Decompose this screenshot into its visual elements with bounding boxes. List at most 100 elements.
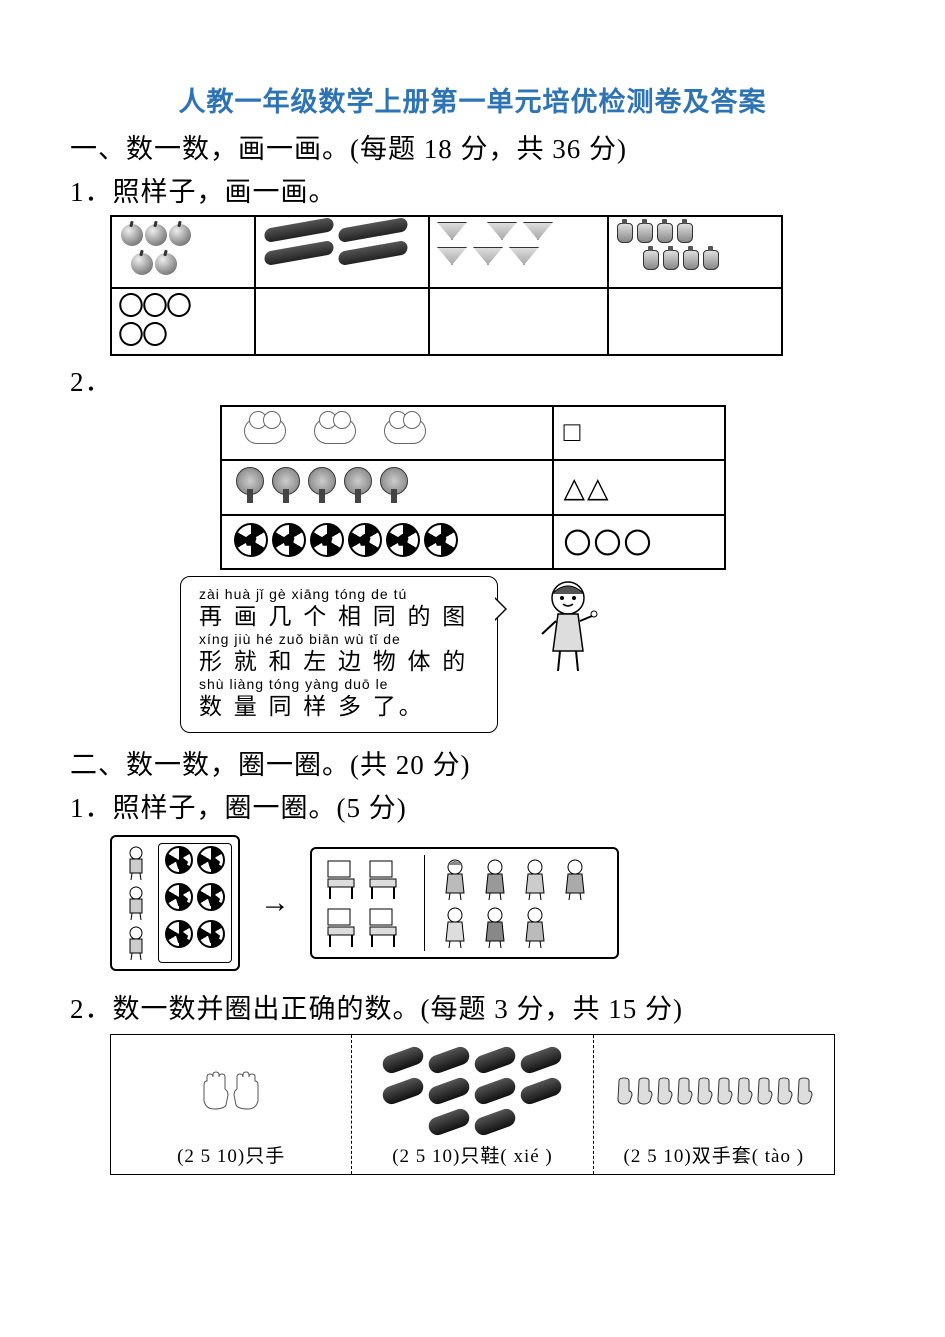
pepper-icon [615, 221, 635, 243]
hanzi-line: 数 量 同 样 多 了。 [199, 693, 479, 721]
pepper-icon [661, 248, 681, 270]
blank-answer [608, 288, 782, 355]
soccer-ball-icon [348, 523, 382, 557]
circle-row: 〇〇〇 [118, 293, 248, 322]
child-icon [437, 905, 473, 949]
child-icon [122, 925, 150, 961]
cell-gloves: (2 5 10)双手套( tào ) [594, 1035, 834, 1174]
q1-table: 〇〇〇 〇〇 [110, 215, 783, 356]
worksheet-page: 人教一年级数学上册第一单元培优检测卷及答案 一、数一数，画一画。(每题 18 分… [0, 0, 945, 1215]
soccer-ball-icon [197, 920, 225, 948]
apple-icon [131, 253, 153, 275]
kids-column-right [433, 855, 611, 951]
pepper-icon [675, 221, 695, 243]
glove-icon [774, 1077, 794, 1105]
cell-peppers [608, 216, 782, 288]
glove-icon [714, 1077, 734, 1105]
child-icon [557, 857, 593, 901]
cell-cucumbers [255, 216, 429, 288]
shoe-icon [473, 1107, 519, 1138]
cell-circles: 〇〇〇 [553, 515, 725, 569]
q2-row-clouds: □ [221, 406, 725, 460]
cucumber-icon [338, 217, 408, 243]
cloud-icon [244, 418, 286, 444]
q2-row-balls: 〇〇〇 [221, 515, 725, 569]
soccer-ball-icon [272, 523, 306, 557]
cucumber-icon [264, 240, 334, 266]
apple-icon [169, 224, 191, 246]
child-icon [477, 857, 513, 901]
child-icon [437, 857, 473, 901]
q2-label: 2． [70, 360, 875, 399]
shoe-icon [381, 1075, 427, 1106]
pepper-icon [655, 221, 675, 243]
child-icon [122, 845, 150, 881]
glove-icon [614, 1077, 634, 1105]
page-title: 人教一年级数学上册第一单元培优检测卷及答案 [70, 80, 875, 119]
soccer-ball-icon [424, 523, 458, 557]
balls-column-circled [158, 843, 232, 963]
shoe-icon [427, 1107, 473, 1138]
pinyin-line: xíng jiù hé zuǒ biān wù tǐ de [199, 632, 479, 647]
hands-area [119, 1045, 343, 1137]
watermelon-icon [437, 247, 467, 265]
speech-bubble: zài huà jǐ gè xiāng tóng de tú 再 画 几 个 相… [180, 576, 498, 733]
child-icon [517, 905, 553, 949]
arrow-icon: → [260, 886, 290, 920]
chair-icon [364, 857, 402, 901]
cloud-icon [384, 418, 426, 444]
soccer-ball-icon [165, 883, 193, 911]
cell-triangles: △△ [553, 460, 725, 515]
glove-icon [634, 1077, 654, 1105]
cell-trees [221, 460, 553, 515]
q1-row-answers: 〇〇〇 〇〇 [111, 288, 782, 355]
section-2-heading: 二、数一数，圈一圈。(共 20 分) [70, 743, 875, 782]
speech-bubble-wrap: zài huà jǐ gè xiāng tóng de tú 再 画 几 个 相… [180, 576, 875, 733]
s2-q1-label: 1．照样子，圈一圈。(5 分) [70, 786, 875, 825]
tree-icon [270, 467, 302, 503]
glove-icon [674, 1077, 694, 1105]
watermelon-icon [487, 222, 517, 240]
q2-row-trees: △△ [221, 460, 725, 515]
pepper-icon [635, 221, 655, 243]
hanzi-line: 再 画 几 个 相 同 的 图 [199, 603, 479, 631]
apple-icon [155, 253, 177, 275]
right-box [310, 847, 619, 959]
watermelon-icon [509, 247, 539, 265]
pepper-icon [701, 248, 721, 270]
chair-icon [364, 905, 402, 949]
circle-row: 〇〇 [118, 322, 248, 351]
shoe-icon [473, 1075, 519, 1106]
s2-q2-label: 2．数一数并圈出正确的数。(每题 3 分，共 15 分) [70, 987, 875, 1026]
soccer-ball-icon [165, 846, 193, 874]
cucumber-icon [338, 240, 408, 266]
watermelon-icon [437, 222, 467, 240]
tree-icon [342, 467, 374, 503]
chairs-column [318, 855, 416, 951]
pinyin-line: shù liàng tóng yàng duō le [199, 677, 479, 692]
soccer-ball-icon [386, 523, 420, 557]
cloud-icon [314, 418, 356, 444]
hand-icon [232, 1071, 266, 1111]
cell-clouds [221, 406, 553, 460]
shoe-icon [381, 1044, 427, 1075]
example-answer: 〇〇〇 〇〇 [111, 288, 255, 355]
match-example-row: → [110, 835, 875, 971]
pinyin-line: zài huà jǐ gè xiāng tóng de tú [199, 587, 479, 602]
tree-icon [234, 467, 266, 503]
glove-icon [794, 1077, 814, 1105]
apple-icon [121, 224, 143, 246]
pepper-icon [641, 248, 661, 270]
cell-watermelons [429, 216, 608, 288]
count-circle-table: (2 5 10)只手 (2 5 10)只鞋( xié ) (2 [110, 1034, 835, 1175]
glove-icon [734, 1077, 754, 1105]
child-icon [477, 905, 513, 949]
cell-hands: (2 5 10)只手 [111, 1035, 352, 1174]
cell-apples [111, 216, 255, 288]
chair-icon [322, 905, 360, 949]
q1-label: 1．照样子，画一画。 [70, 170, 875, 209]
shoe-icon [519, 1075, 565, 1106]
q2-table: □ △△ 〇〇〇 [220, 405, 726, 570]
soccer-ball-icon [197, 846, 225, 874]
soccer-ball-icon [165, 920, 193, 948]
